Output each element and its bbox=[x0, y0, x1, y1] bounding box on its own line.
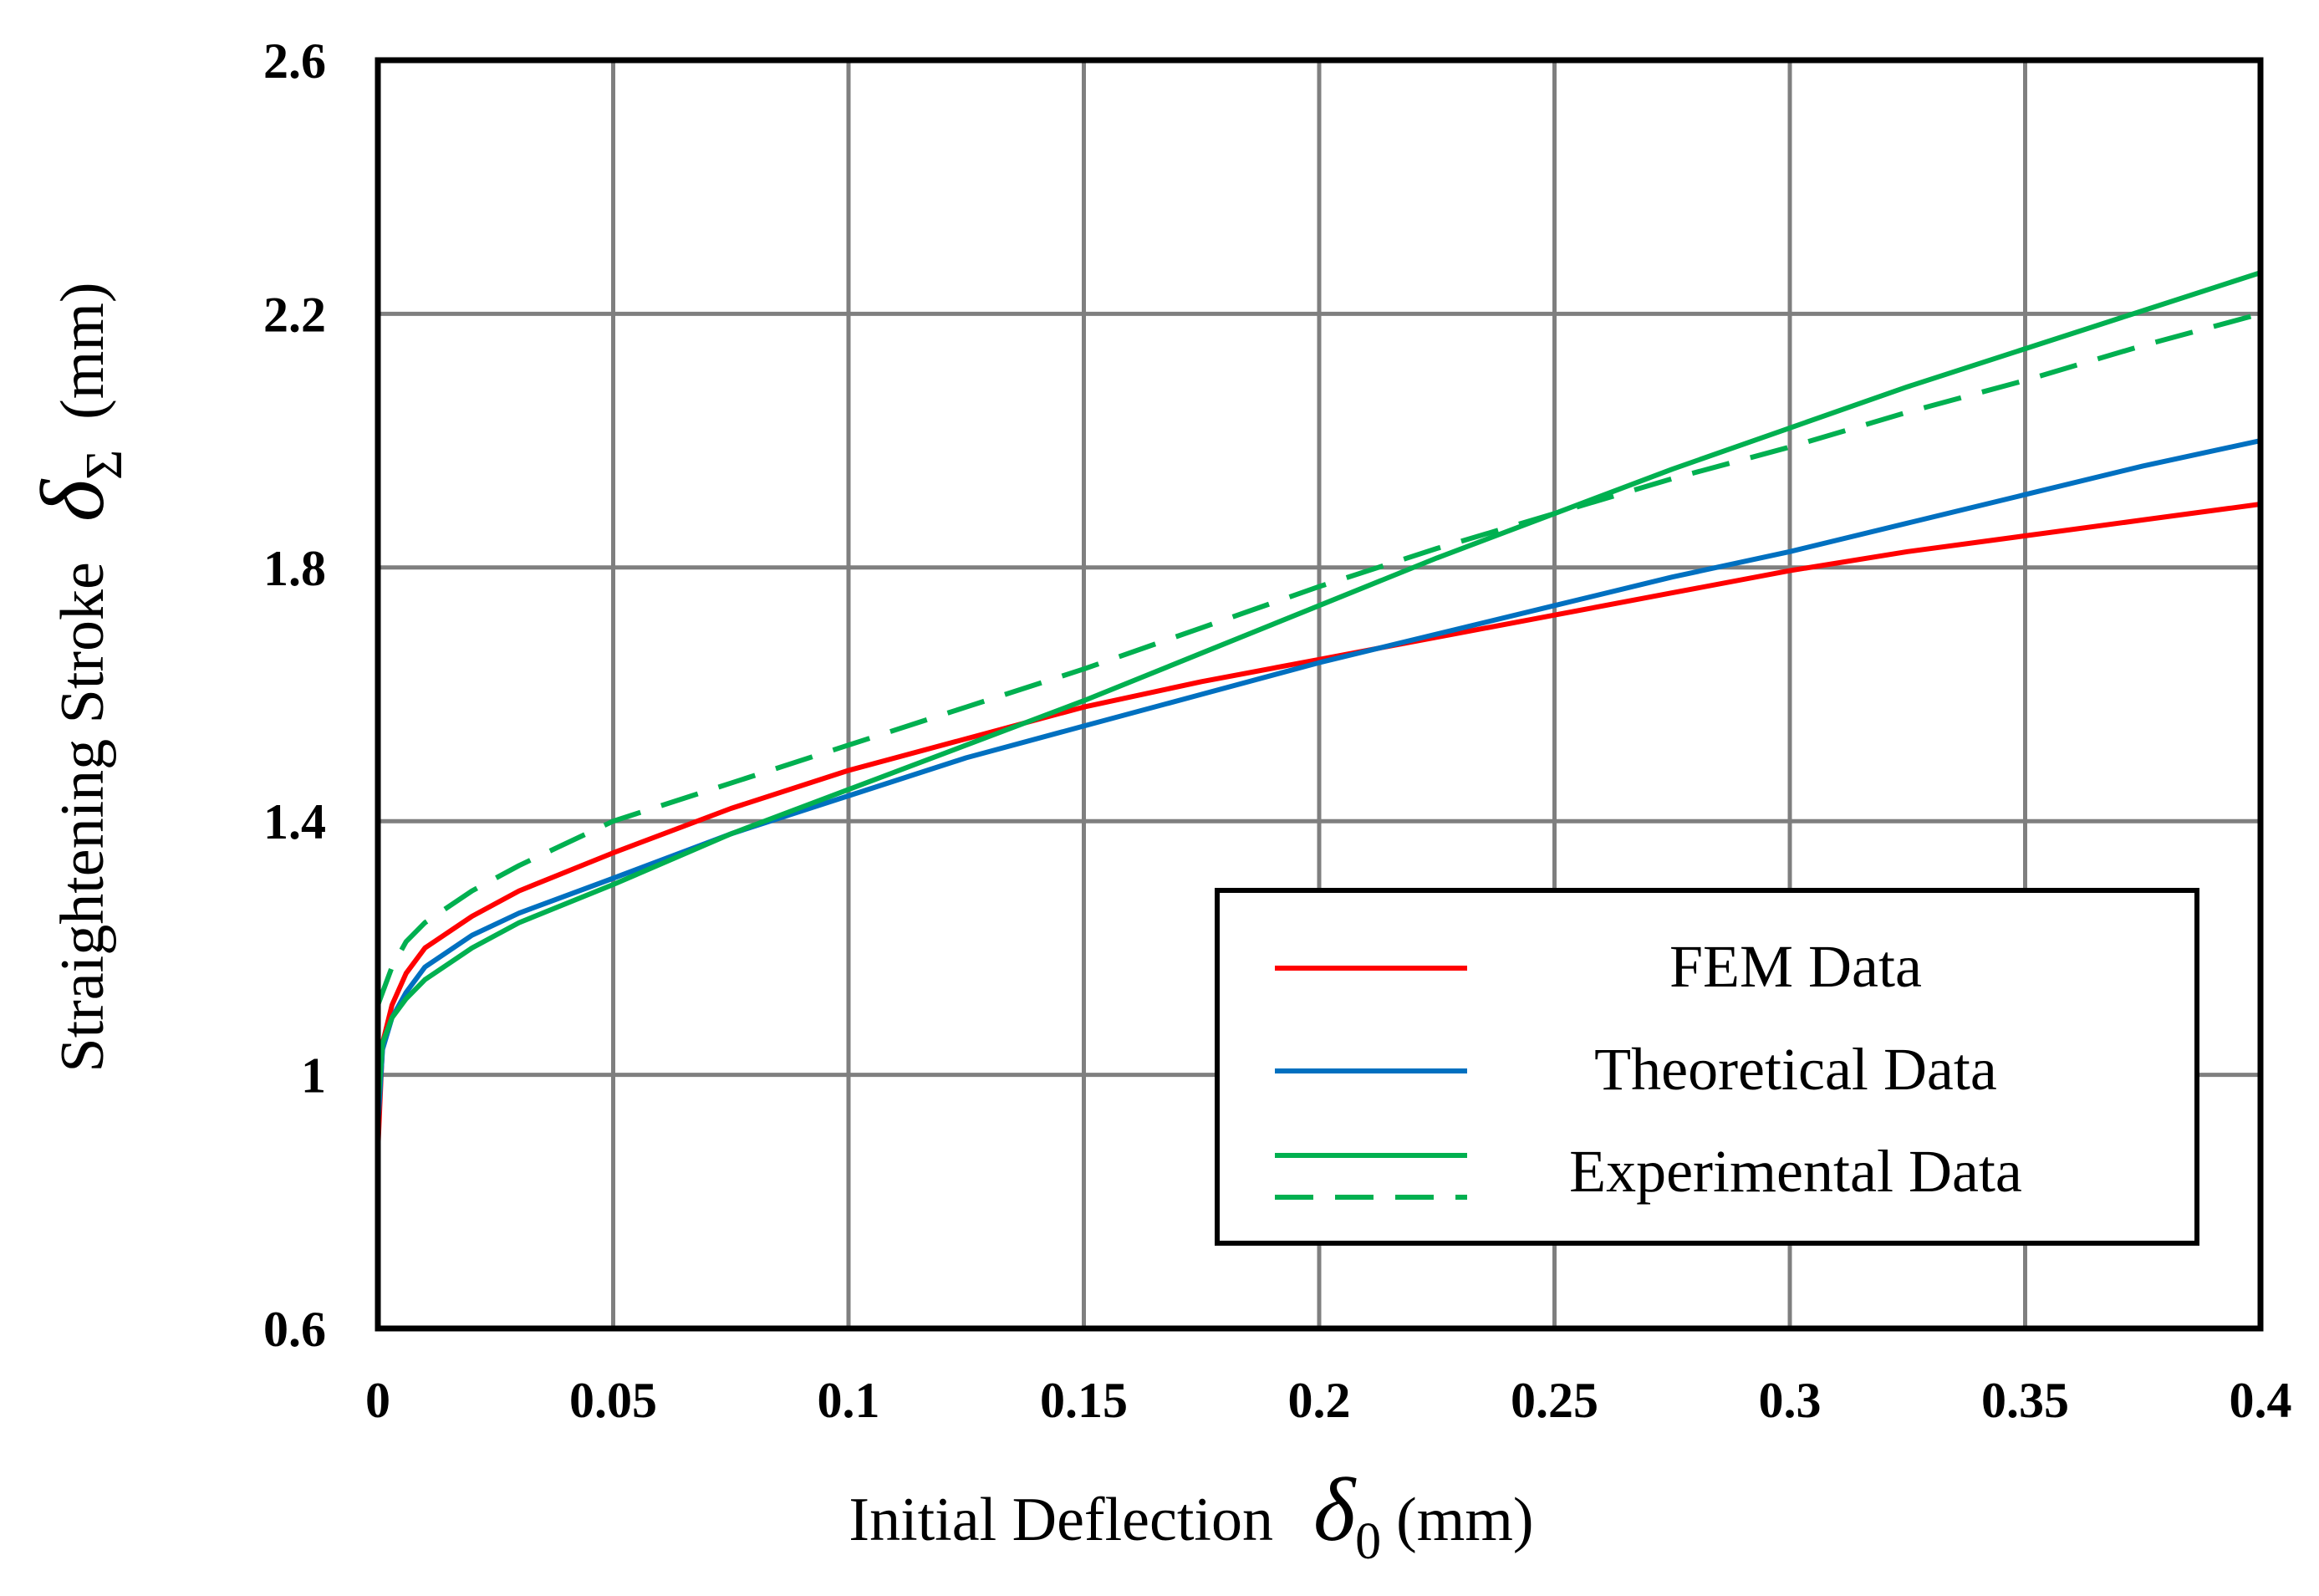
x-tick-label: 0.35 bbox=[1981, 1373, 2069, 1428]
y-tick-label: 2.2 bbox=[263, 287, 326, 342]
series-line-2 bbox=[375, 270, 2263, 1109]
x-tick-label: 0.2 bbox=[1288, 1373, 1351, 1428]
legend-label-fem: FEM Data bbox=[1669, 933, 1922, 1000]
x-tick-label: 0.15 bbox=[1040, 1373, 1128, 1428]
x-axis-ticks: 0 0.05 0.1 0.15 0.2 0.25 0.3 0.35 0.4 bbox=[365, 1373, 2292, 1428]
y-axis-title: Straightening Stroke δΣ (mm) bbox=[23, 282, 133, 1072]
x-axis-symbol: δ bbox=[1313, 1461, 1357, 1560]
legend-box bbox=[1215, 888, 2199, 1246]
y-tick-label: 0.6 bbox=[263, 1302, 326, 1357]
legend-label-experimental: Experimental Data bbox=[1569, 1138, 2022, 1205]
series-layer bbox=[375, 270, 2263, 1154]
x-tick-label: 0.1 bbox=[818, 1373, 880, 1428]
x-axis-unit: (mm) bbox=[1396, 1486, 1533, 1554]
y-axis-symbol: δ bbox=[23, 478, 123, 522]
x-tick-label: 0.4 bbox=[2230, 1373, 2292, 1428]
y-axis-subscript: Σ bbox=[76, 450, 133, 480]
y-axis-label: Straightening Stroke bbox=[48, 562, 117, 1072]
grid-lines bbox=[378, 60, 2260, 1328]
series-line-3 bbox=[375, 311, 2261, 1007]
x-axis-title: Initial Deflection δ0 (mm) bbox=[849, 1461, 1533, 1570]
legend: FEM Data Theoretical Data Experimental D… bbox=[1215, 888, 2199, 1246]
legend-samples bbox=[1275, 966, 1467, 1200]
series-line-1 bbox=[375, 438, 2263, 1129]
x-tick-label: 0.3 bbox=[1759, 1373, 1822, 1428]
y-tick-label: 1.8 bbox=[263, 541, 326, 596]
x-axis-subscript: 0 bbox=[1355, 1513, 1381, 1570]
y-tick-label: 1 bbox=[301, 1048, 326, 1104]
x-axis-label: Initial Deflection bbox=[849, 1486, 1273, 1554]
x-tick-label: 0 bbox=[365, 1373, 390, 1428]
y-tick-label: 2.6 bbox=[263, 33, 326, 89]
x-tick-label: 0.25 bbox=[1511, 1373, 1598, 1428]
x-tick-label: 0.05 bbox=[569, 1373, 657, 1428]
y-axis-ticks: 0.6 1 1.4 1.8 2.2 2.6 bbox=[263, 33, 326, 1357]
legend-label-theoretical: Theoretical Data bbox=[1594, 1036, 1997, 1103]
plot-area-frame bbox=[375, 57, 2264, 1332]
y-tick-label: 1.4 bbox=[263, 794, 326, 849]
y-axis-unit: (mm) bbox=[48, 282, 117, 419]
